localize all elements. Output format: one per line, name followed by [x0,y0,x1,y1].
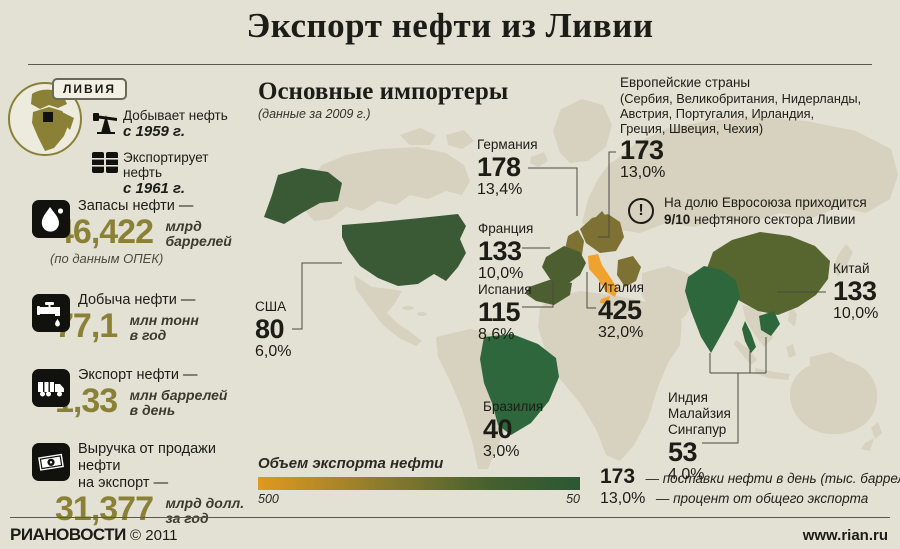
country-italy-sicily [600,296,610,304]
oil-derrick-icon [92,110,119,140]
map-label-china: Китай 133 10,0% [833,261,879,322]
globe-icon [4,76,86,158]
stat-units: млн тонн в год [129,312,199,343]
stat-units: млрд баррелей [165,218,232,249]
region-iceland [530,152,548,167]
stat-value: 46,422 [55,213,154,251]
fact-text: Добывает нефть [123,108,228,123]
ria-novosti-logo: РИАНОВОСТИ [10,525,126,544]
fact-text: Экспортирует нефть [123,150,209,180]
country-italy [588,254,618,297]
header-divider [28,64,872,65]
fact-exports-oil: Экспортирует нефть с 1961 г. [92,150,242,197]
country-malaysia [742,321,756,353]
banknote-icon [32,443,70,481]
stat-value: 31,377 [55,490,154,528]
scale-min: 50 [566,492,580,506]
region-canada [302,147,470,221]
site-link[interactable]: www.rian.ru [802,527,888,544]
key-supply: 173 — поставки нефти в день (тыс. баррел… [600,465,900,489]
copyright: © 2011 [130,527,178,544]
stat-label: Выручка от продажи нефти на экспорт — [78,441,216,491]
key-percent-desc: — процент от общего экспорта [655,491,869,506]
country-usa [342,214,466,286]
truck-icon [32,369,70,407]
map-label-france: Франция 133 10,0% [478,221,534,282]
oil-barrels-icon [92,152,118,178]
map-label-european-countries: Европейские страны (Сербия, Великобритан… [620,75,862,181]
leader-spain [522,281,554,308]
key-supply-desc: — поставки нефти в день (тыс. баррелей) [645,471,900,486]
map-label-india-malaysia-singapore: Индия Малайзия Сингапур 53 4,0% [668,390,731,483]
color-scale-ticks: 500 50 [258,492,580,506]
exclamation-icon: ! [628,198,654,224]
leader-germany [528,167,578,216]
country-malaysia-borneo [759,311,780,336]
footer-divider [10,517,890,518]
stat-label: Добыча нефти — [78,292,196,308]
fact-produces-oil: Добывает нефть с 1959 г. [92,108,242,140]
country-brazil [480,334,559,435]
footer-brand-line: РИАНОВОСТИ © 2011 [10,525,178,545]
country-balkans-greece [617,256,641,287]
stat-units: млн баррелей в день [129,387,228,418]
country-india [685,266,740,353]
map-label-spain: Испания 115 8,6% [478,282,532,343]
map-subheading: (данные за 2009 г.) [258,107,371,121]
leader-italy [586,272,596,309]
faucet-icon [32,294,70,332]
map-label-usa: США 80 6,0% [255,299,292,360]
scale-max: 500 [258,492,279,506]
stat-note: (по данным ОПЕК) [50,251,164,266]
fact-year: с 1961 г. [123,180,186,197]
fact-year: с 1959 г. [123,123,186,140]
leader-india-malaysia [702,337,767,444]
stat-oil-production: Добыча нефти — 77,1 млн тонн в год [32,292,247,343]
color-scale-title: Объем экспорта нефти [258,455,444,472]
leader-usa [292,262,342,330]
stat-oil-export: Экспорт нефти — 1,33 млн баррелей в день [32,367,247,418]
region-japan [833,244,853,277]
region-australia [789,360,878,435]
key-percent-number: 13,0% [600,490,646,507]
country-france [542,246,586,285]
map-label-germany: Германия 178 13,4% [477,137,538,198]
country-spain-portugal [526,279,572,305]
leader-eu [598,151,616,238]
stat-oil-reserves: Запасы нефти — 46,422 млрд баррелей (по д… [32,198,247,266]
oil-drop-icon [32,200,70,238]
country-germany-central-eu [580,214,624,253]
region-africa [538,291,682,461]
country-alaska-usa [264,168,342,224]
map-label-italy: Италия 425 32,0% [598,280,644,341]
region-greenland [553,99,612,163]
stat-label: Запасы нефти — [78,198,194,214]
page-title: Экспорт нефти из Ливии [246,6,654,45]
key-supply-number: 173 [600,465,636,488]
key-percent: 13,0% — процент от общего экспорта [600,490,868,508]
map-label-brazil: Бразилия 40 3,0% [483,399,544,460]
region-mexico [354,275,422,346]
libya-label: ЛИВИЯ [52,78,127,100]
eu-share-note-text: На долю Евросоюза приходится 9/10 нефтян… [664,195,867,227]
stat-export-revenue: Выручка от продажи нефти на экспорт — 31,… [32,441,247,526]
color-scale-gradient-bar [258,477,580,490]
map-heading: Основные импортеры [258,78,509,105]
stat-units: млрд долл. за год [165,495,245,526]
stat-label: Экспорт нефти — [78,367,198,383]
region-se-asia [742,305,773,347]
eu-share-note: ! На долю Евросоюза приходится 9/10 нефт… [628,195,888,228]
region-russia-asia [590,117,898,233]
world-map [264,99,898,469]
